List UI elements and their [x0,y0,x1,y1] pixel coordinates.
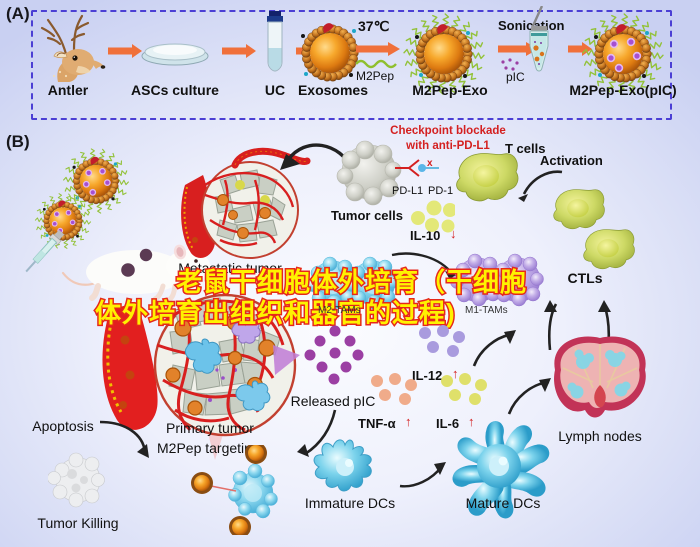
svg-text:x: x [427,158,433,169]
